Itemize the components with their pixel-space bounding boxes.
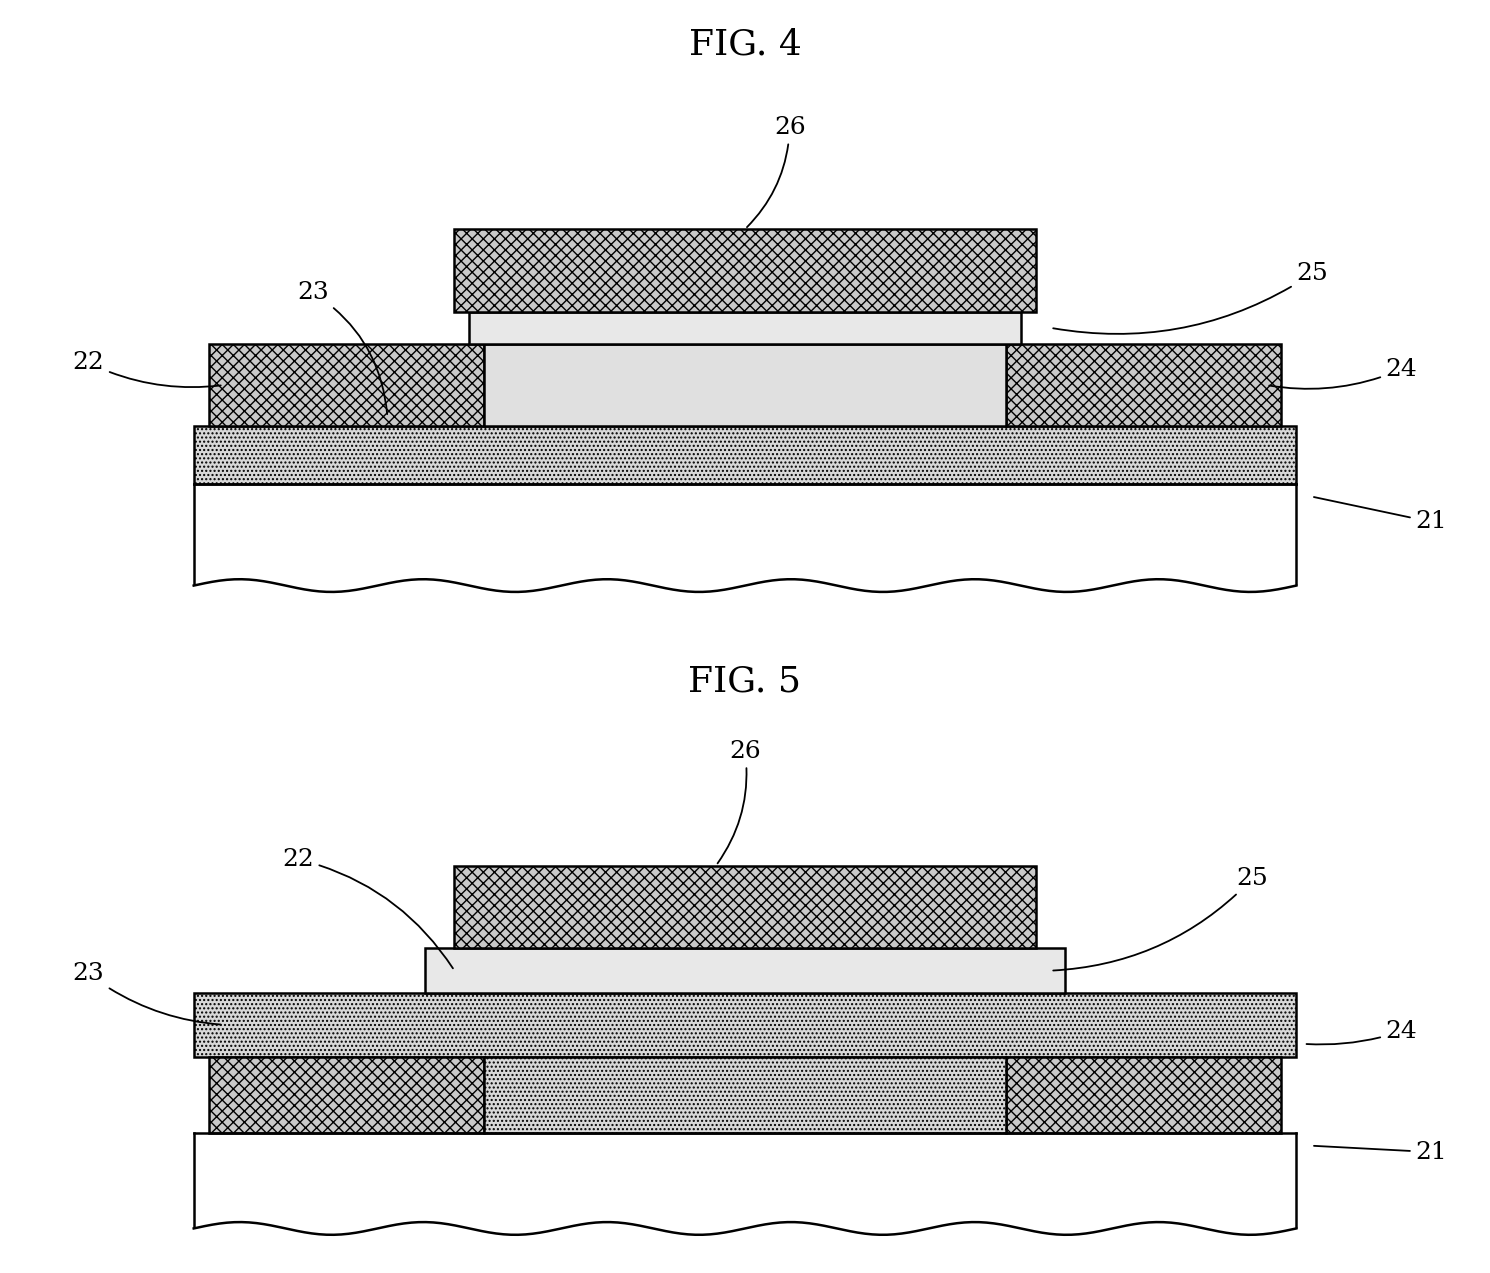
- Text: 23: 23: [73, 962, 221, 1025]
- Bar: [194, 426, 1296, 484]
- Bar: [484, 344, 1006, 426]
- Text: 23: 23: [297, 281, 387, 414]
- Text: 25: 25: [1053, 262, 1328, 334]
- Bar: [454, 866, 1036, 948]
- Bar: [1006, 1057, 1281, 1133]
- Text: 22: 22: [282, 848, 453, 969]
- Bar: [1006, 344, 1281, 426]
- Text: 24: 24: [1307, 1020, 1417, 1044]
- Text: 24: 24: [1269, 358, 1417, 388]
- Bar: [194, 993, 1296, 1057]
- Text: FIG. 5: FIG. 5: [688, 665, 802, 698]
- Text: FIG. 4: FIG. 4: [688, 28, 802, 61]
- Bar: [484, 1057, 1006, 1133]
- Text: 21: 21: [1314, 496, 1447, 533]
- Bar: [209, 1057, 484, 1133]
- Bar: [469, 312, 1021, 344]
- Bar: [209, 344, 484, 426]
- Bar: [454, 229, 1036, 312]
- Text: 26: 26: [718, 740, 761, 863]
- Text: 22: 22: [73, 351, 221, 387]
- Bar: [425, 948, 1065, 993]
- Text: 26: 26: [746, 116, 806, 227]
- Text: 21: 21: [1314, 1141, 1447, 1164]
- Text: 25: 25: [1053, 867, 1268, 970]
